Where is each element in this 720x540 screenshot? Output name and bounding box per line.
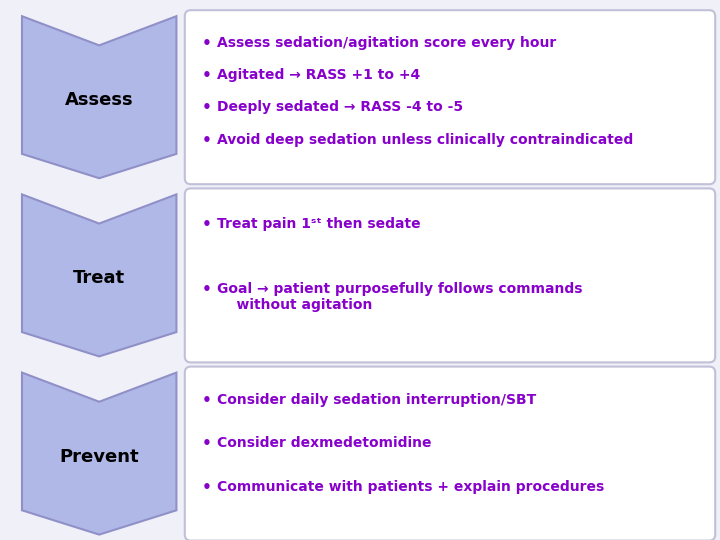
FancyBboxPatch shape xyxy=(185,10,715,184)
Text: •: • xyxy=(202,68,212,83)
Text: •: • xyxy=(202,36,212,51)
Text: Deeply sedated → RASS -4 to -5: Deeply sedated → RASS -4 to -5 xyxy=(217,100,463,114)
FancyBboxPatch shape xyxy=(185,367,715,540)
Text: •: • xyxy=(202,436,212,451)
Text: •: • xyxy=(202,480,212,495)
Text: Treat pain 1ˢᵗ then sedate: Treat pain 1ˢᵗ then sedate xyxy=(217,217,420,231)
Text: •: • xyxy=(202,282,212,297)
Text: Consider daily sedation interruption/SBT: Consider daily sedation interruption/SBT xyxy=(217,393,536,407)
Text: Assess sedation/agitation score every hour: Assess sedation/agitation score every ho… xyxy=(217,36,556,50)
Text: •: • xyxy=(202,133,212,148)
Polygon shape xyxy=(22,373,176,535)
Polygon shape xyxy=(22,16,176,178)
Text: Assess: Assess xyxy=(65,91,133,109)
Text: •: • xyxy=(202,393,212,408)
Text: Consider dexmedetomidine: Consider dexmedetomidine xyxy=(217,436,431,450)
Text: Avoid deep sedation unless clinically contraindicated: Avoid deep sedation unless clinically co… xyxy=(217,133,633,147)
Text: Treat: Treat xyxy=(73,269,125,287)
Text: Goal → patient purposefully follows commands
    without agitation: Goal → patient purposefully follows comm… xyxy=(217,282,582,312)
Text: Communicate with patients + explain procedures: Communicate with patients + explain proc… xyxy=(217,480,604,494)
Text: •: • xyxy=(202,100,212,116)
Text: Agitated → RASS +1 to +4: Agitated → RASS +1 to +4 xyxy=(217,68,420,82)
Text: •: • xyxy=(202,217,212,232)
Polygon shape xyxy=(22,194,176,356)
Text: Prevent: Prevent xyxy=(59,448,139,465)
FancyBboxPatch shape xyxy=(185,188,715,362)
